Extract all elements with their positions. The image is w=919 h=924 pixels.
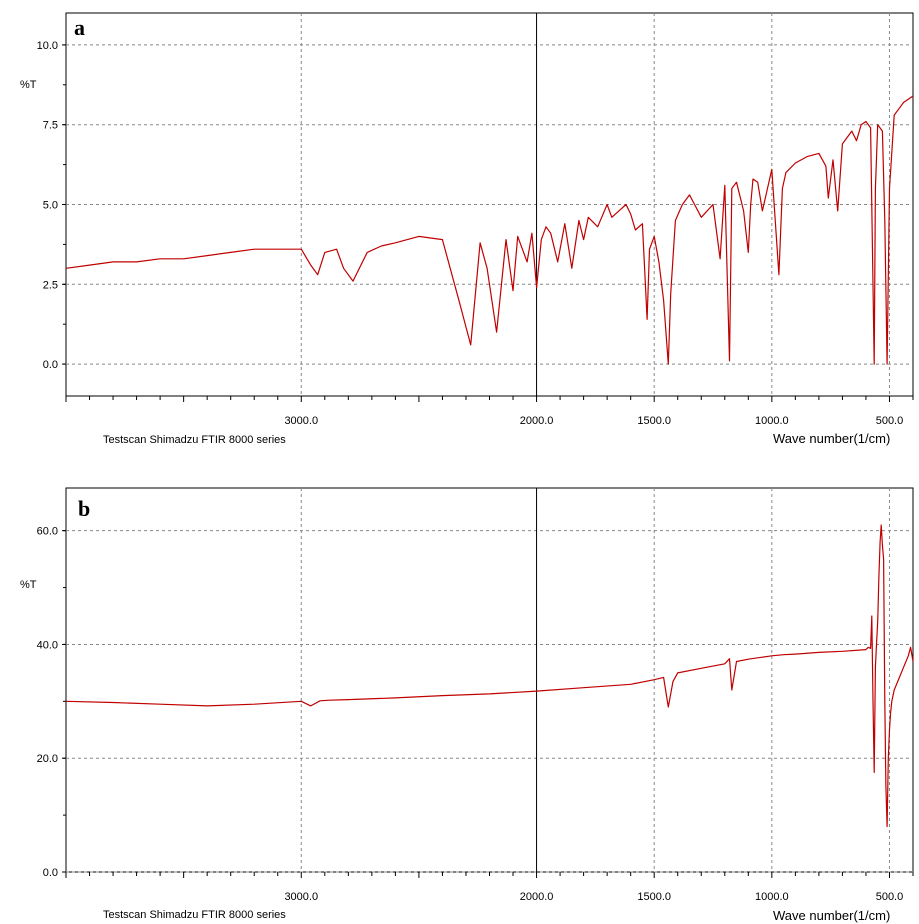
gridlines-a [66,13,913,396]
x-axis-label-a: Wave number(1/cm) [773,431,890,446]
panel-label-b: b [78,496,90,521]
spectrum-trace [65,524,914,828]
y-axis-label-b: %T [20,579,37,591]
x-axis-a: 3000.0 2000.0 1500.0 1000.0 500.0 [65,396,914,427]
gridlines-b [66,488,913,873]
y-tick-label: 20.0 [37,753,58,765]
y-axis-label-a: %T [20,79,37,91]
y-axis-b: 0.0 20.0 40.0 60.0 [37,526,66,879]
spectrum-b [65,524,914,828]
x-tick-label: 1000.0 [755,415,789,427]
y-tick-label: 0.0 [43,867,58,879]
panel-b: 0.0 20.0 40.0 60.0 3000.0 2000.0 1500.0 1000.0… [20,487,914,923]
x-tick-label: 3000.0 [284,415,318,427]
x-tick-label: 500.0 [876,891,904,903]
y-tick-label: 10.0 [37,40,58,52]
y-axis-a: 0.0 2.5 5.0 7.5 10.0 [37,40,66,371]
y-tick-label: 60.0 [37,526,58,538]
x-tick-label: 1000.0 [755,891,789,903]
y-tick-label: 2.5 [43,279,58,291]
x-tick-label: 3000.0 [284,891,318,903]
panel-a: 0.0 2.5 5.0 7.5 10.0 3000.0 2000.0 1500.0 1000.… [20,12,914,446]
instrument-footer-a: Testscan Shimadzu FTIR 8000 series [103,434,286,446]
spectrum-trace [65,95,914,365]
panel-label-a: a [74,15,85,40]
spectrum-a [65,95,914,365]
x-tick-label: 1500.0 [637,891,671,903]
x-axis-b: 3000.0 2000.0 1500.0 1000.0 500.0 [65,872,914,903]
x-tick-label: 1500.0 [637,415,671,427]
y-tick-label: 7.5 [43,120,58,132]
instrument-footer-b: Testscan Shimadzu FTIR 8000 series [103,909,286,921]
y-tick-label: 5.0 [43,200,58,212]
x-axis-label-b: Wave number(1/cm) [773,908,890,923]
x-tick-label: 2000.0 [520,415,554,427]
y-tick-label: 40.0 [37,639,58,651]
plot-frame-b [65,487,914,873]
x-tick-label: 2000.0 [520,891,554,903]
y-tick-label: 0.0 [43,359,58,371]
x-tick-label: 500.0 [876,415,904,427]
